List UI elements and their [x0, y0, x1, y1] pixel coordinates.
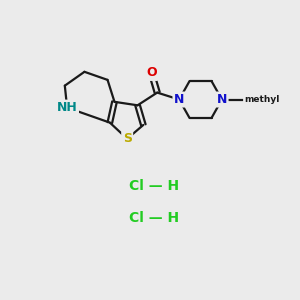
Text: S: S: [123, 132, 132, 145]
Text: N: N: [217, 93, 227, 106]
Text: Cl — H: Cl — H: [129, 212, 179, 226]
Text: Cl — H: Cl — H: [129, 179, 179, 193]
Text: O: O: [146, 67, 157, 80]
Text: NH: NH: [57, 101, 77, 114]
Text: methyl: methyl: [244, 95, 279, 104]
Text: N: N: [174, 93, 184, 106]
